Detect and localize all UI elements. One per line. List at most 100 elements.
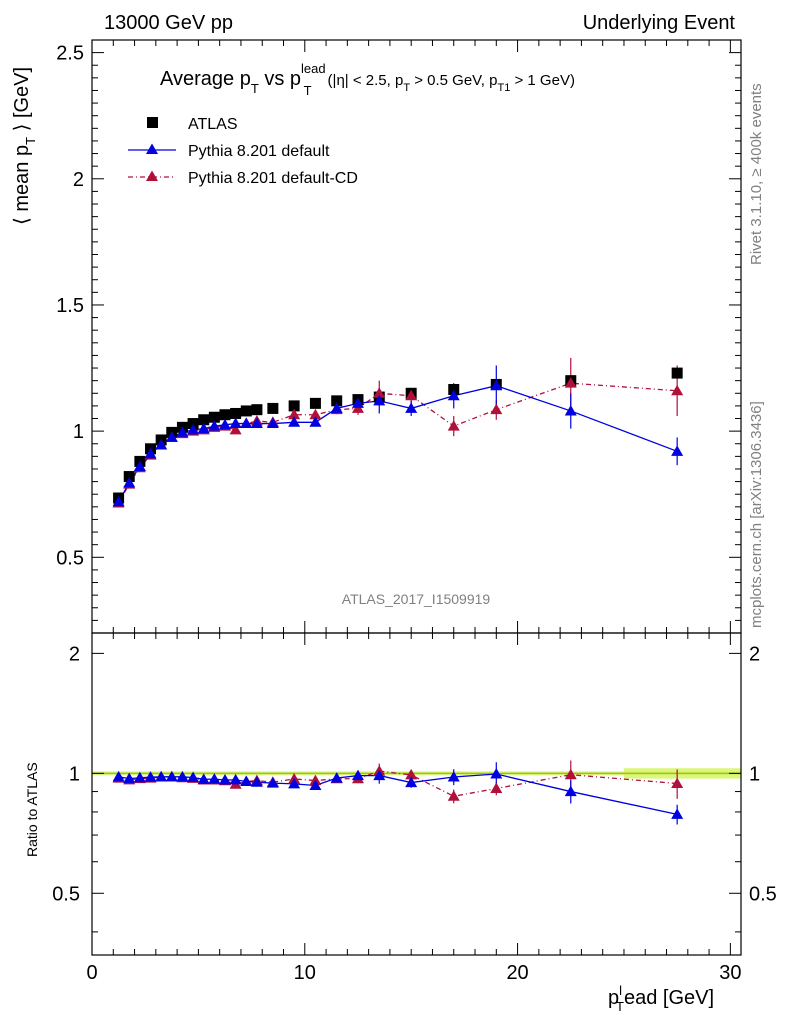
data-point-cd (405, 389, 418, 401)
ratio-point-default (351, 769, 364, 781)
title-sub: T (403, 82, 410, 94)
data-point-default (288, 416, 301, 427)
ratio-point-default (155, 770, 168, 782)
ratio-point-default (229, 773, 242, 785)
data-point-cd (564, 377, 577, 388)
ratio-point-default (240, 775, 253, 786)
data-point-atlas (267, 402, 279, 414)
ratio-point-default (144, 771, 157, 782)
title-part: Average p (160, 68, 251, 90)
ratio-point-cd (564, 768, 577, 780)
ratio-point-cd (671, 777, 684, 788)
data-point-atlas (187, 418, 199, 430)
title-sub: T (251, 81, 259, 96)
main-ylabel: ⟨ mean pT ⟩ [GeV] (11, 67, 38, 225)
data-point-default (187, 423, 200, 435)
xlabel-part: ead [GeV] (624, 987, 714, 1009)
ylabel-sub: T (23, 137, 38, 145)
legend-default: Pythia 8.201 default (188, 143, 330, 160)
ylabel-part: ⟨ mean p (11, 145, 33, 225)
ratio-point-default (133, 771, 146, 783)
plot-title: Average pT vs plead T(|η| < 2.5, pT > 0.5… (160, 61, 575, 98)
ratio-ylabel: Ratio to ATLAS (24, 762, 40, 857)
header-right: Underlying Event (583, 12, 736, 34)
title-part: vs p (259, 68, 301, 90)
main-panel: 0.5 1 1.5 2 2.5 (56, 39, 742, 955)
legend-marker-default (146, 143, 158, 154)
ratio-point-default (266, 777, 279, 788)
data-point-atlas (198, 414, 210, 426)
ratio-point-default (490, 768, 503, 779)
data-point-default (144, 447, 157, 459)
ratio-point-default (218, 774, 231, 785)
mcplots-label: mcplots.cern.ch [arXiv:1306.3436] (748, 401, 765, 628)
data-point-default (229, 417, 242, 429)
y-tick-label: 1.5 (56, 295, 84, 317)
ratio-point-default (208, 773, 221, 784)
title-sup: lead (301, 61, 326, 76)
data-point-default (373, 394, 386, 406)
y-tick-label: 0.5 (56, 547, 84, 569)
data-point-atlas (208, 411, 220, 423)
xlabel: pl Tead [GeV] (608, 983, 714, 1014)
x-tick-label: 20 (506, 962, 528, 984)
data-point-default (351, 397, 364, 408)
xlabel-part: p (608, 987, 619, 1009)
ratio-point-default (373, 769, 386, 781)
ratio-point-cd (490, 782, 503, 794)
y-tick-label: 2 (73, 169, 84, 191)
ratio-point-default (123, 772, 136, 784)
data-point-atlas (309, 397, 321, 409)
ratio-y-tick-label: 2 (69, 643, 80, 665)
header-left: 13000 GeV pp (104, 12, 233, 34)
ratio-point-default (165, 770, 178, 782)
data-point-cd (490, 403, 503, 415)
data-point-atlas (448, 383, 460, 395)
rivet-label: Rivet 3.1.10, ≥ 400k events (748, 83, 765, 265)
ratio-point-default (405, 776, 418, 788)
data-point-atlas (123, 471, 135, 483)
data-point-cd (309, 408, 322, 420)
ratio-point-cd (447, 790, 460, 801)
ratio-y-tick-label: 1 (749, 763, 760, 785)
data-point-cd (288, 408, 301, 420)
ratio-point-default (197, 773, 210, 784)
data-point-default (197, 422, 210, 434)
data-point-default (490, 379, 503, 391)
data-point-cd (229, 423, 242, 435)
data-point-default (309, 416, 322, 427)
data-point-default (218, 418, 231, 430)
ratio-frame (91, 632, 742, 956)
xlabel-sub: T (616, 999, 624, 1014)
data-point-default (133, 460, 146, 471)
ratio-point-default (250, 776, 263, 787)
legend-marker-atlas (147, 117, 158, 128)
data-point-default (447, 389, 460, 401)
ratio-y-tick-label: 0.5 (52, 883, 80, 905)
data-point-default (176, 426, 189, 437)
data-point-atlas (331, 395, 343, 407)
data-point-cd (671, 384, 684, 396)
ratio-point-default (447, 771, 460, 782)
ratio-y-tick-label: 0.5 (749, 883, 777, 905)
ratio-point-default (288, 777, 301, 789)
legend-marker-cd (146, 170, 158, 181)
data-point-default (155, 439, 168, 450)
title-cuts: > 1 GeV) (510, 72, 575, 89)
data-point-cd (447, 420, 460, 431)
ratio-point-default (564, 785, 577, 797)
analysis-watermark: ATLAS_2017_I1509919 (342, 591, 491, 607)
ylabel-part: ⟩ [GeV] (11, 67, 33, 137)
legend: ATLAS Pythia 8.201 default Pythia 8.201 … (128, 116, 358, 187)
title-cuts: > 0.5 GeV, p (410, 72, 497, 89)
data-point-default (112, 495, 125, 507)
series-line-default (118, 385, 678, 503)
title-sub: T (304, 83, 312, 98)
data-point-atlas (288, 400, 300, 412)
legend-atlas: ATLAS (188, 116, 238, 133)
ratio-point-default (309, 779, 322, 791)
data-point-default (123, 476, 136, 488)
data-point-default (240, 417, 253, 429)
data-point-default (564, 404, 577, 416)
x-tick-label: 0 (86, 962, 97, 984)
